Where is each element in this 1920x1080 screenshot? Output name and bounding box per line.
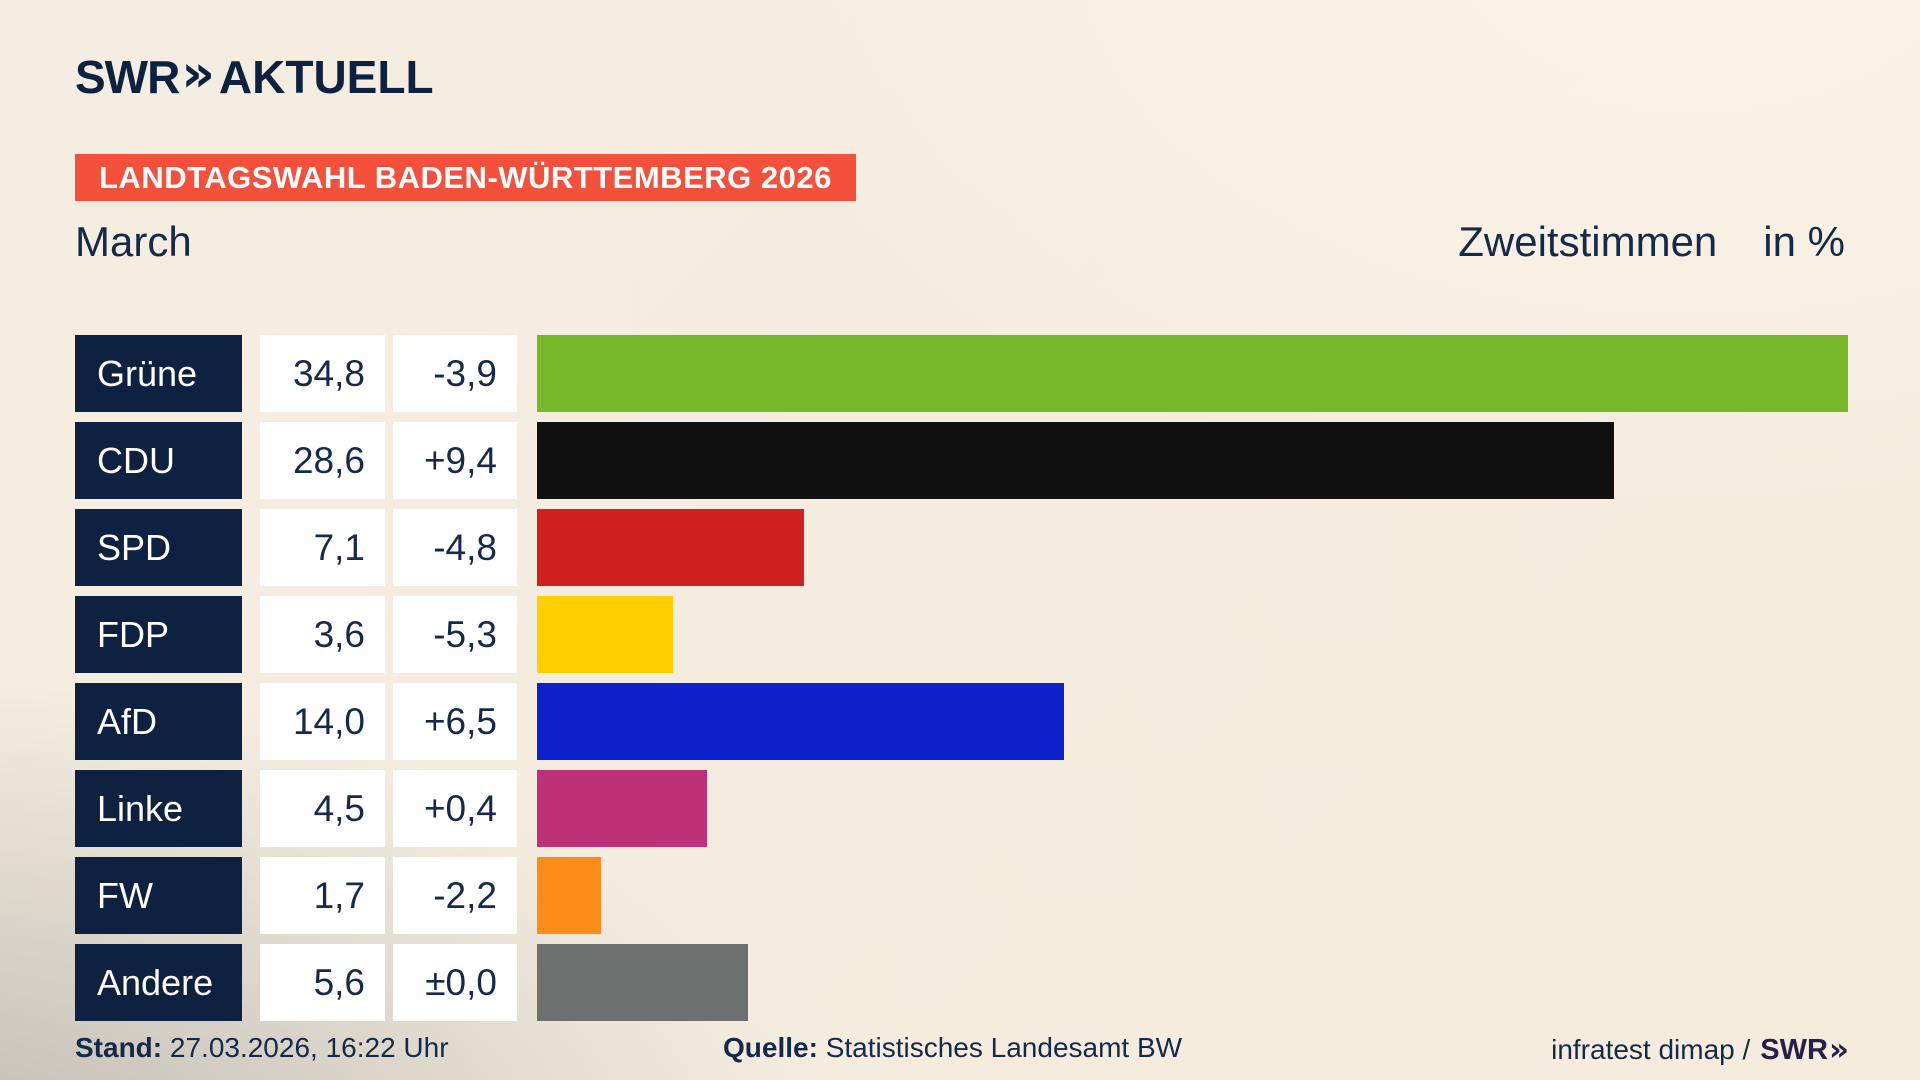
party-name-box: SPD — [75, 509, 242, 586]
election-title-badge: LANDTAGSWAHL BADEN-WÜRTTEMBERG 2026 — [75, 154, 856, 201]
party-row: Andere 5,6 ±0,0 — [75, 944, 1848, 1021]
party-bar — [537, 770, 707, 847]
stand-label: Stand: — [75, 1032, 163, 1063]
party-value-box: 3,6 — [260, 596, 385, 673]
credit-chevron-icon: » — [1828, 1032, 1849, 1068]
footer: Stand: 27.03.2026, 16:22 Uhr Quelle: Sta… — [75, 1032, 1849, 1068]
party-value-box: 14,0 — [260, 683, 385, 760]
stand-value: 27.03.2026, 16:22 Uhr — [169, 1032, 449, 1063]
party-bar — [537, 335, 1848, 412]
party-value-box: 1,7 — [260, 857, 385, 934]
party-bar — [537, 944, 748, 1021]
party-value-box: 4,5 — [260, 770, 385, 847]
double-chevron-icon: » — [181, 44, 215, 104]
party-value-box: 7,1 — [260, 509, 385, 586]
party-value-box: 34,8 — [260, 335, 385, 412]
party-change-box: -5,3 — [393, 596, 517, 673]
party-row: FDP 3,6 -5,3 — [75, 596, 1848, 673]
swr-logo-text: SWR — [75, 51, 180, 103]
party-change-box: -2,2 — [393, 857, 517, 934]
party-name-box: CDU — [75, 422, 242, 499]
party-value-box: 5,6 — [260, 944, 385, 1021]
stand-timestamp: Stand: 27.03.2026, 16:22 Uhr — [75, 1032, 449, 1064]
party-row: CDU 28,6 +9,4 — [75, 422, 1848, 499]
party-change-box: -3,9 — [393, 335, 517, 412]
party-bar — [537, 857, 601, 934]
chart-rows: Grüne 34,8 -3,9 CDU 28,6 +9,4 SPD 7,1 -4,8 FDP 3,6… — [75, 335, 1848, 1021]
party-row: AfD 14,0 +6,5 — [75, 683, 1848, 760]
month-label: March — [75, 218, 192, 265]
source-value: Statistisches Landesamt BW — [825, 1032, 1183, 1063]
swr-aktuell-logo: SWR » AKTUELL — [75, 44, 434, 104]
subtitle-row: March Zweitstimmen in % — [75, 218, 1845, 266]
party-change-box: +9,4 — [393, 422, 517, 499]
party-bar — [537, 422, 1614, 499]
zweitstimmen-label: Zweitstimmen — [1458, 218, 1718, 265]
party-change-box: +6,5 — [393, 683, 517, 760]
source-attribution: Quelle: Statistisches Landesamt BW — [723, 1032, 1182, 1064]
party-row: Grüne 34,8 -3,9 — [75, 335, 1848, 412]
party-name-box: Andere — [75, 944, 242, 1021]
credit-text: infratest dimap / — [1551, 1034, 1751, 1065]
party-bar — [537, 509, 804, 586]
party-name-box: Linke — [75, 770, 242, 847]
vote-type-label: Zweitstimmen in % — [1458, 218, 1845, 266]
party-bar — [537, 596, 673, 673]
party-name-box: FDP — [75, 596, 242, 673]
unit-label: in % — [1763, 218, 1845, 265]
party-row: SPD 7,1 -4,8 — [75, 509, 1848, 586]
party-row: Linke 4,5 +0,4 — [75, 770, 1848, 847]
party-change-box: -4,8 — [393, 509, 517, 586]
source-label: Quelle: — [723, 1032, 818, 1063]
credit-swr-logo: SWR — [1760, 1033, 1828, 1066]
party-name-box: AfD — [75, 683, 242, 760]
party-change-box: +0,4 — [393, 770, 517, 847]
party-value-box: 28,6 — [260, 422, 385, 499]
party-bar — [537, 683, 1064, 760]
party-name-box: FW — [75, 857, 242, 934]
party-row: FW 1,7 -2,2 — [75, 857, 1848, 934]
credit-attribution: infratest dimap / SWR » — [1551, 1032, 1849, 1068]
party-name-box: Grüne — [75, 335, 242, 412]
party-change-box: ±0,0 — [393, 944, 517, 1021]
aktuell-logo-text: AKTUELL — [218, 51, 434, 103]
